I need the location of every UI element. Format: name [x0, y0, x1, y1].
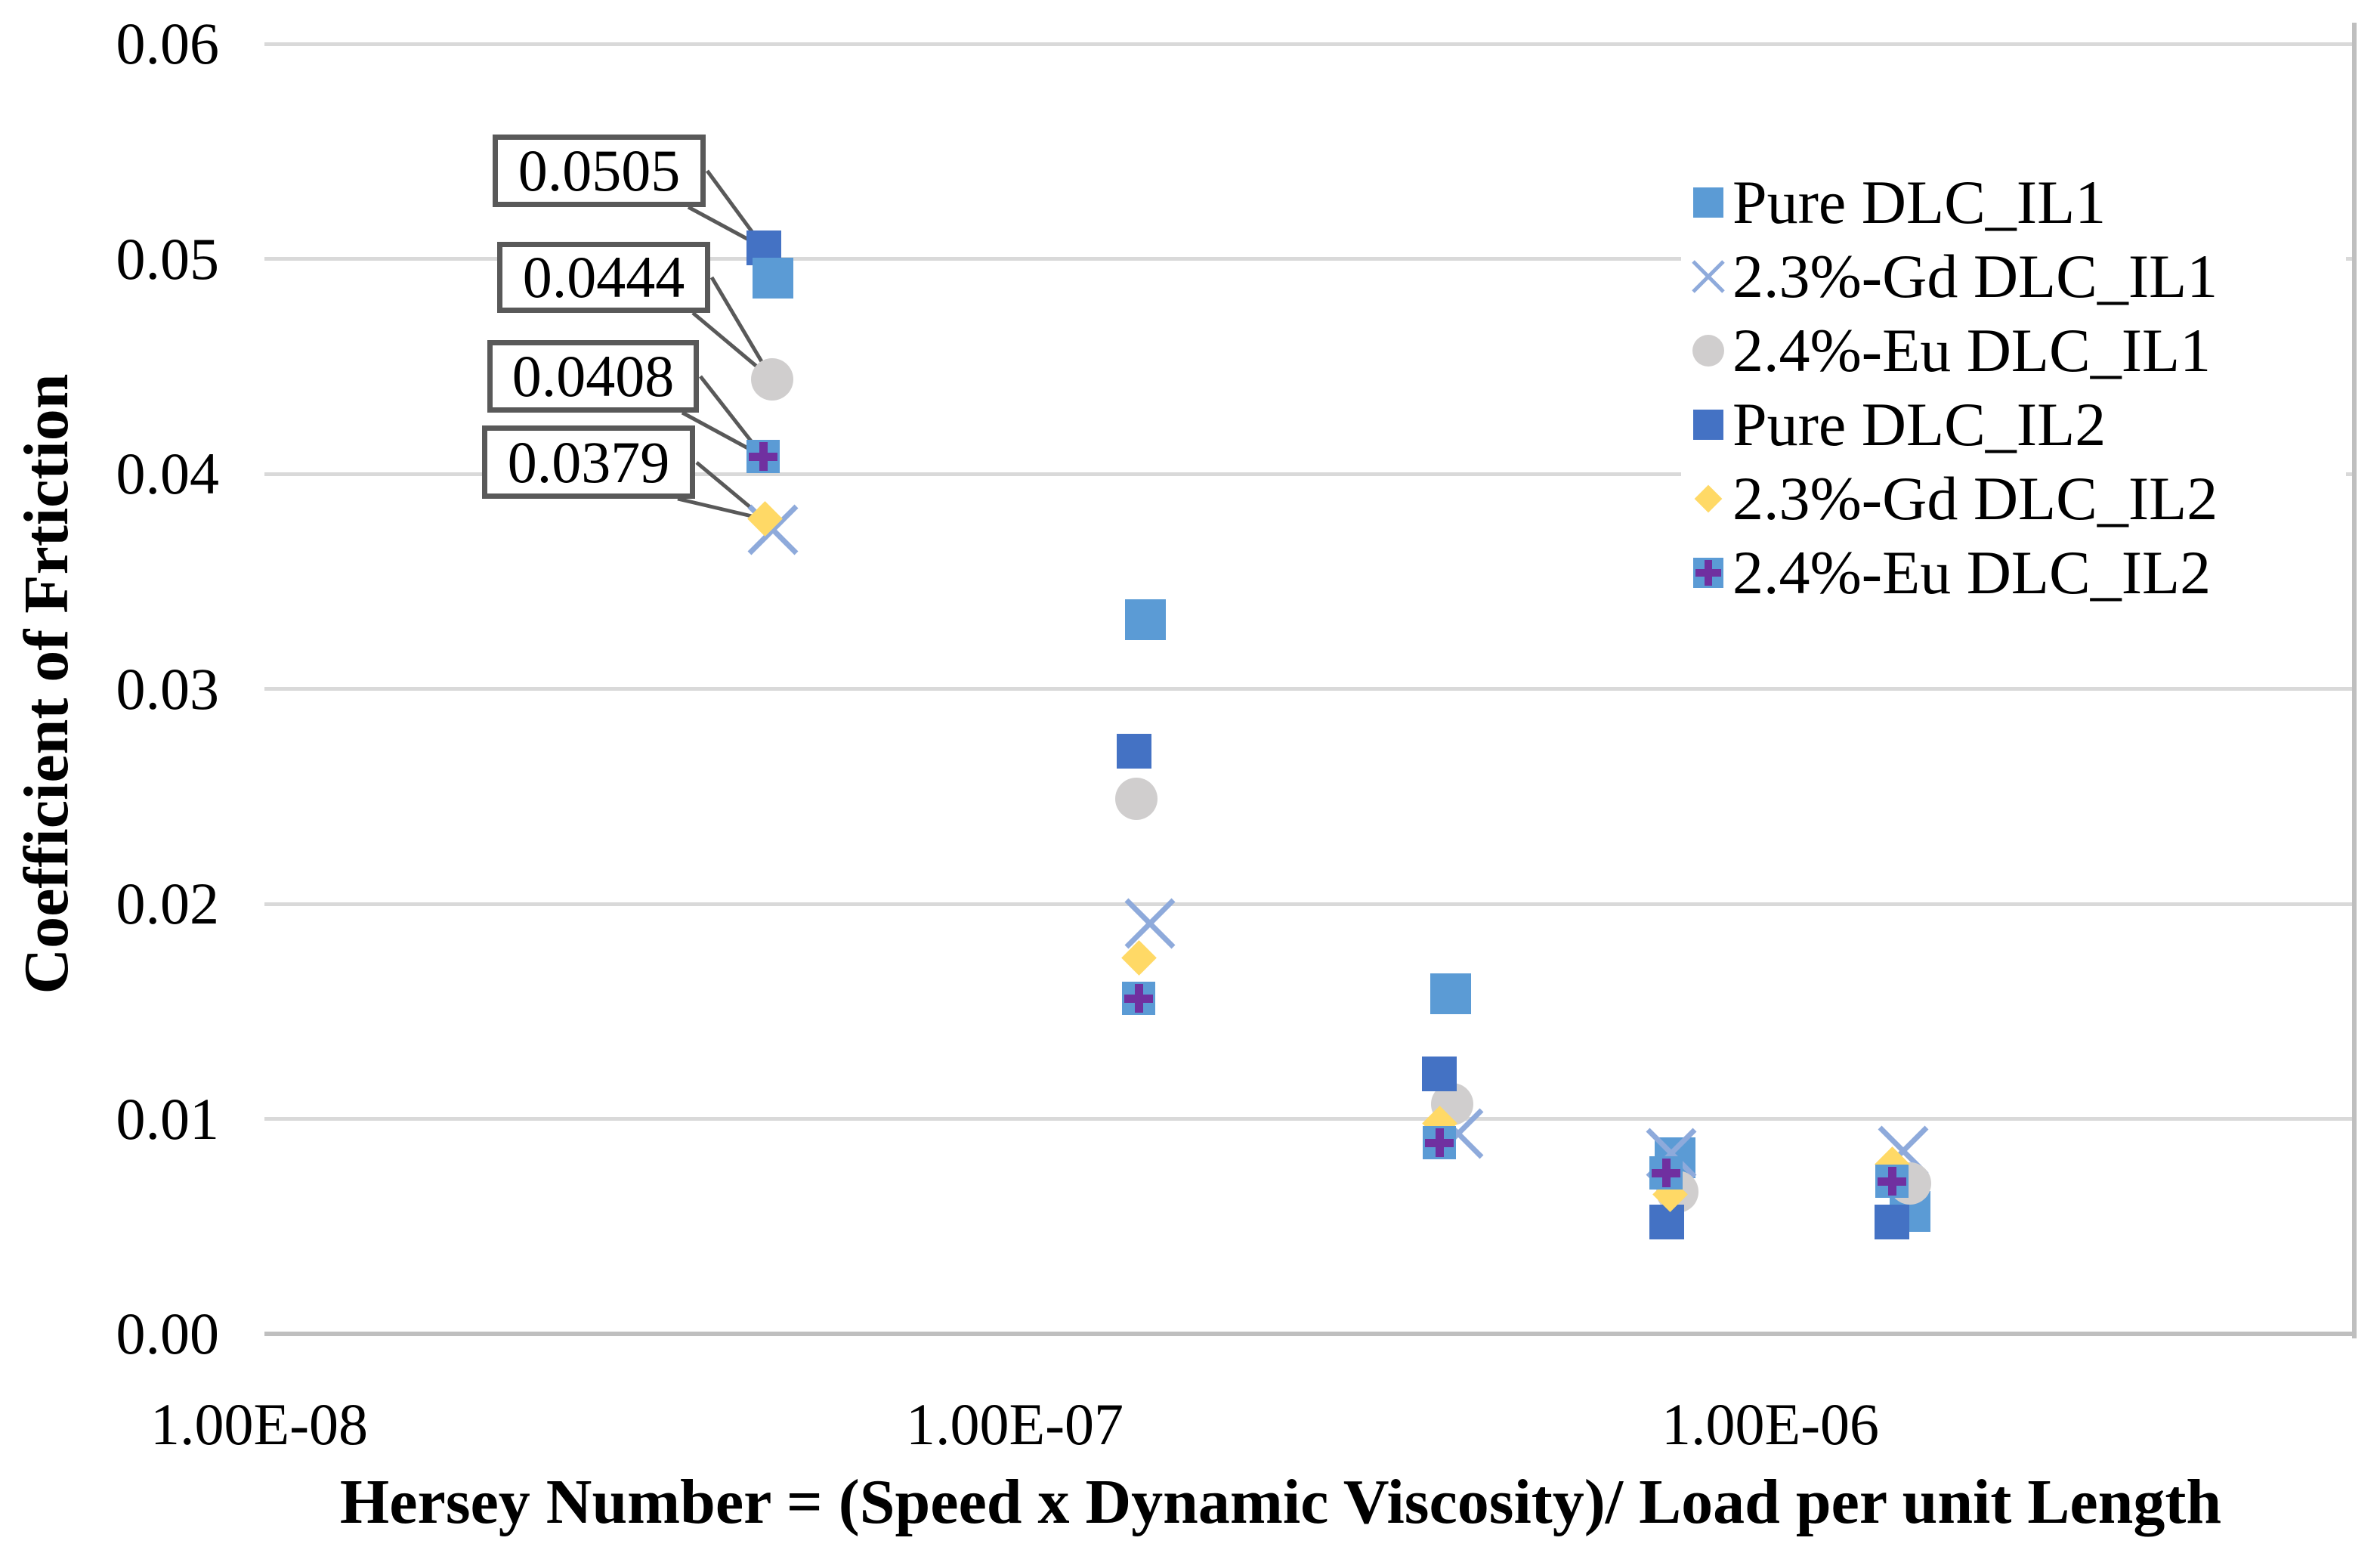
data-point-marker-plus_square [746, 440, 780, 477]
legend-item-label: Pure DLC_IL2 [1732, 390, 2106, 459]
legend-item: Pure DLC_IL1 [1681, 166, 2346, 240]
y-tick-label: 0.02 [116, 871, 220, 936]
data-label-callout: 0.0444 [497, 242, 710, 313]
y-tick-label: 0.01 [116, 1086, 220, 1152]
legend-marker-circle-icon [1689, 331, 1728, 370]
data-label-callout: 0.0505 [493, 135, 706, 207]
legend-item: 2.4%-Eu DLC_IL2 [1681, 536, 2346, 610]
data-label-callout: 0.0408 [487, 340, 699, 413]
x-axis-title: Hersey Number = (Speed x Dynamic Viscosi… [339, 1467, 2222, 1537]
data-point-marker-x [1124, 898, 1176, 953]
data-point-marker-square [1422, 1057, 1457, 1095]
legend-item-label: 2.4%-Eu DLC_IL1 [1732, 316, 2212, 385]
gridline [264, 687, 2354, 691]
data-point-marker-circle [1115, 778, 1158, 824]
data-point-marker-plus_square [1122, 982, 1155, 1019]
legend-marker-diamond-icon [1689, 479, 1728, 518]
legend-marker-x-icon [1689, 257, 1728, 296]
y-tick-label: 0.03 [116, 656, 220, 722]
legend-item-label: Pure DLC_IL1 [1732, 168, 2106, 237]
x-tick-label: 1.00E-07 [905, 1391, 1124, 1457]
data-label-callout: 0.0379 [482, 425, 695, 499]
gridline [264, 257, 2354, 261]
data-point-marker-plus_square [1649, 1156, 1683, 1193]
data-point-marker-diamond [747, 501, 783, 537]
x-axis-line [264, 1332, 2354, 1336]
gridline [264, 42, 2354, 46]
legend-item: 2.3%-Gd DLC_IL1 [1681, 240, 2346, 314]
x-tick-label: 1.00E-08 [150, 1391, 369, 1457]
plot-right-border [2352, 23, 2357, 1338]
legend-item-label: 2.3%-Gd DLC_IL2 [1732, 464, 2218, 533]
data-point-marker-circle [751, 358, 793, 404]
legend-marker-square-icon [1689, 405, 1728, 444]
gridline [264, 472, 2354, 476]
y-tick-label: 0.04 [116, 441, 220, 506]
y-tick-label: 0.05 [116, 226, 220, 292]
data-point-marker-square [1125, 599, 1166, 644]
data-point-marker-square [1117, 734, 1151, 772]
y-tick-label: 0.06 [116, 11, 220, 76]
legend-item-label: 2.3%-Gd DLC_IL1 [1732, 242, 2218, 311]
legend-marker-square-icon [1689, 183, 1728, 222]
gridline [264, 1117, 2354, 1121]
data-point-marker-square [753, 258, 793, 302]
data-point-marker-plus_square [1875, 1165, 1909, 1202]
data-point-marker-square [1649, 1205, 1684, 1243]
gridline [264, 902, 2354, 906]
legend-item: Pure DLC_IL2 [1681, 388, 2346, 462]
data-point-marker-square [1430, 973, 1471, 1018]
legend-item-label: 2.4%-Eu DLC_IL2 [1732, 538, 2212, 607]
legend: Pure DLC_IL1 2.3%-Gd DLC_IL1 2.4%-Eu DLC_I… [1681, 166, 2346, 610]
y-tick-label: 0.00 [116, 1301, 220, 1366]
legend-item: 2.3%-Gd DLC_IL2 [1681, 462, 2346, 536]
legend-marker-plus_square-icon [1689, 553, 1728, 592]
legend-item: 2.4%-Eu DLC_IL1 [1681, 314, 2346, 388]
x-tick-label: 1.00E-06 [1661, 1391, 1880, 1457]
data-point-marker-diamond [1121, 940, 1157, 976]
data-point-marker-plus_square [1423, 1126, 1456, 1163]
data-point-marker-square [1875, 1205, 1909, 1243]
